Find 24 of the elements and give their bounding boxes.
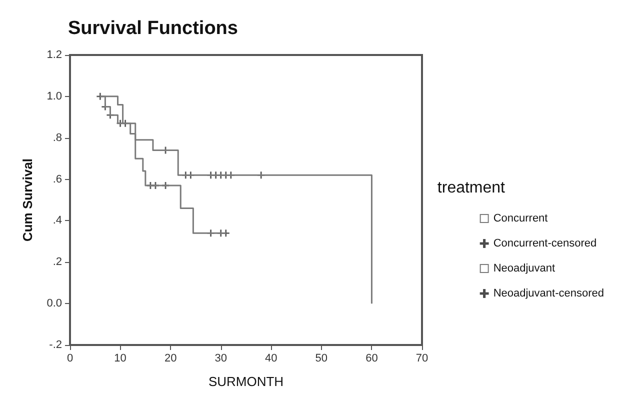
y-tick-label: 1.0	[46, 90, 62, 102]
y-tick-label: 1.2	[46, 49, 62, 61]
x-tick-label: 40	[265, 352, 278, 364]
legend-label: Neoadjuvant-censored	[493, 288, 604, 300]
y-axis-title: Cum Survival	[20, 158, 35, 242]
legend-label: Neoadjuvant	[493, 262, 556, 274]
legend-label: Concurrent	[493, 212, 548, 224]
y-tick-label: .8	[52, 132, 62, 144]
x-axis-title: SURMONTH	[208, 374, 284, 389]
y-tick-label: 0.0	[46, 298, 62, 310]
x-tick-label: 30	[214, 352, 227, 364]
x-tick-label: 60	[366, 352, 378, 364]
legend-title: treatment	[437, 180, 506, 196]
x-tick-label: 0	[66, 352, 74, 364]
chart-title: Survival Functions	[68, 18, 238, 39]
y-tick-label: -.2	[49, 339, 62, 351]
x-tick-label: 10	[114, 352, 126, 364]
legend-label: Concurrent-censored	[493, 238, 597, 250]
y-tick-label: .2	[52, 256, 62, 268]
x-tick-label: 50	[315, 352, 328, 364]
x-tick-label: 20	[164, 352, 177, 364]
y-tick-label: .4	[52, 214, 62, 227]
x-tick-label: 70	[416, 352, 428, 364]
y-tick-label: .6	[52, 173, 62, 186]
